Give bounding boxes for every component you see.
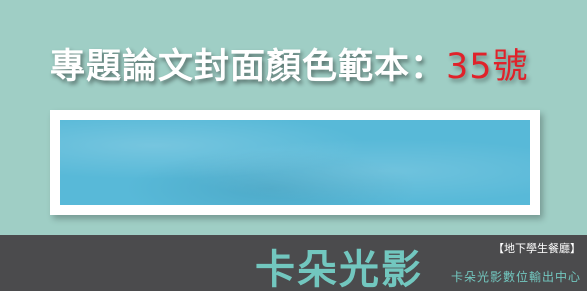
logo: 卡朵光影 (255, 237, 423, 291)
footer: 卡朵光影 【地下學生餐廳】 卡朵光影數位輸出中心 (0, 235, 587, 291)
title-text: 專題論文封面顏色範本： (50, 47, 446, 87)
color-swatch (60, 120, 530, 205)
title: 專題論文封面顏色範本：35號 (50, 38, 529, 89)
company: 卡朵光影數位輸出中心 (451, 268, 581, 285)
tag: 【地下學生餐廳】 (493, 240, 581, 256)
page: 專題論文封面顏色範本：35號 卡朵光影 【地下學生餐廳】 卡朵光影數位輸出中心 (0, 0, 587, 291)
color-number: 35號 (446, 47, 529, 87)
swatch-frame (50, 110, 540, 215)
